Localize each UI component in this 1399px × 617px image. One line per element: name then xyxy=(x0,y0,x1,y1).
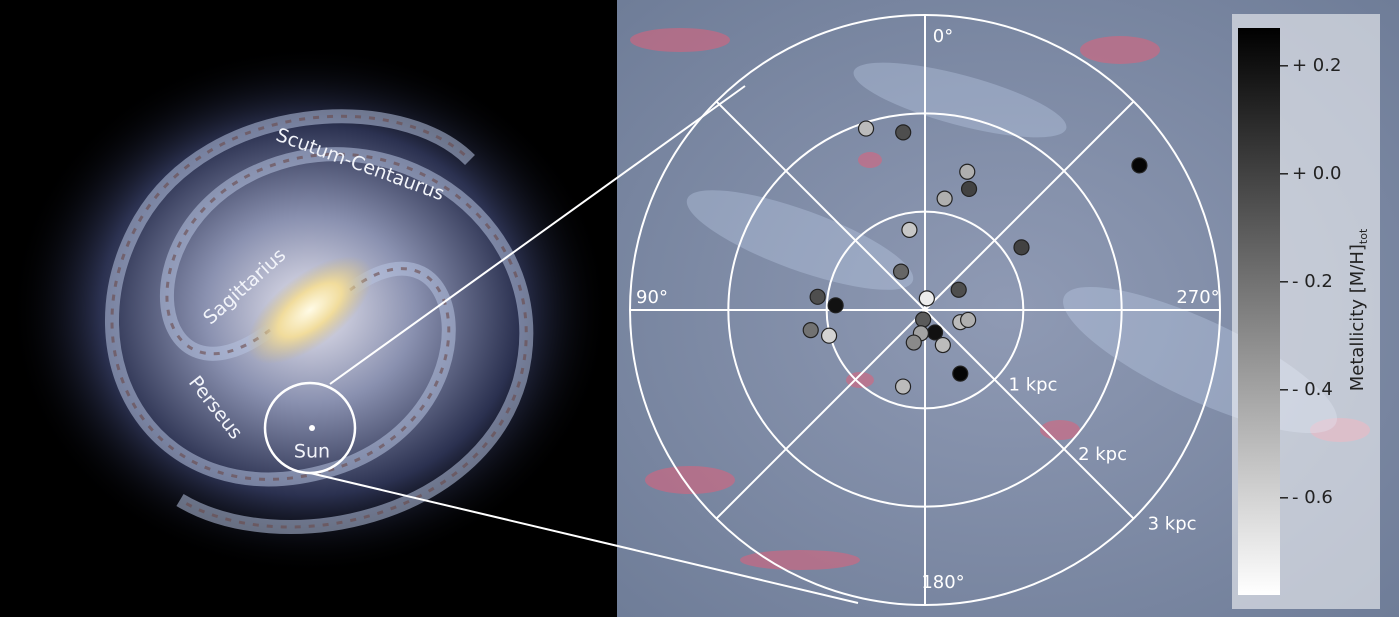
colorbar-tick-label: + 0.2 xyxy=(1292,55,1341,76)
colorbar-tick-label: - 0.2 xyxy=(1292,271,1333,292)
theta-tick-label: 90° xyxy=(636,287,668,308)
star-point xyxy=(950,281,967,298)
star-point xyxy=(895,124,912,141)
range-ring xyxy=(629,14,1221,606)
star-point xyxy=(809,288,826,305)
zoom-line xyxy=(329,85,746,385)
star-point xyxy=(1013,239,1030,256)
range-ring xyxy=(727,112,1123,508)
star-point xyxy=(960,180,978,198)
sun-dot xyxy=(309,425,315,431)
range-label: 2 kpc xyxy=(1078,444,1127,465)
spoke xyxy=(715,309,926,520)
star-point xyxy=(857,120,875,137)
colorbar-label-sub: tot xyxy=(1357,228,1370,244)
star-point xyxy=(905,334,922,351)
star-point xyxy=(827,297,844,314)
range-ring xyxy=(825,210,1025,410)
star-point xyxy=(960,311,977,329)
colorbar-label: Metallicity [M/H]tot xyxy=(1347,228,1370,391)
star-point xyxy=(959,163,976,180)
colorbar-tick-label: + 0.0 xyxy=(1292,163,1341,184)
colorbar xyxy=(1238,28,1280,595)
dust-lanes xyxy=(110,114,528,529)
theta-tick-label: 270° xyxy=(1176,287,1219,308)
spoke xyxy=(924,100,1135,311)
star-point xyxy=(901,221,918,238)
theta-tick-label: 0° xyxy=(933,26,953,47)
star-point xyxy=(894,378,912,395)
range-label: 3 kpc xyxy=(1148,514,1197,535)
range-label: 1 kpc xyxy=(1009,375,1058,396)
star-point xyxy=(934,336,951,354)
sun-label: Sun xyxy=(294,441,330,463)
galactic-bulge xyxy=(247,256,373,364)
star-point xyxy=(1131,157,1148,174)
star-point xyxy=(952,365,969,382)
colorbar-tick-label: - 0.4 xyxy=(1292,379,1333,400)
nebulae xyxy=(630,28,1370,570)
star-point xyxy=(918,290,935,307)
theta-tick-label: 180° xyxy=(921,572,964,593)
star-point xyxy=(915,311,932,328)
zoom-line xyxy=(309,472,859,604)
colorbar-label-main: Metallicity [M/H] xyxy=(1347,244,1368,391)
star-point xyxy=(820,327,838,344)
colorbar-tick-label: - 0.6 xyxy=(1292,487,1333,508)
star-point xyxy=(936,190,953,207)
spoke xyxy=(715,100,926,311)
star-point xyxy=(802,322,819,339)
star-point xyxy=(892,263,910,280)
spoke xyxy=(924,309,1135,520)
